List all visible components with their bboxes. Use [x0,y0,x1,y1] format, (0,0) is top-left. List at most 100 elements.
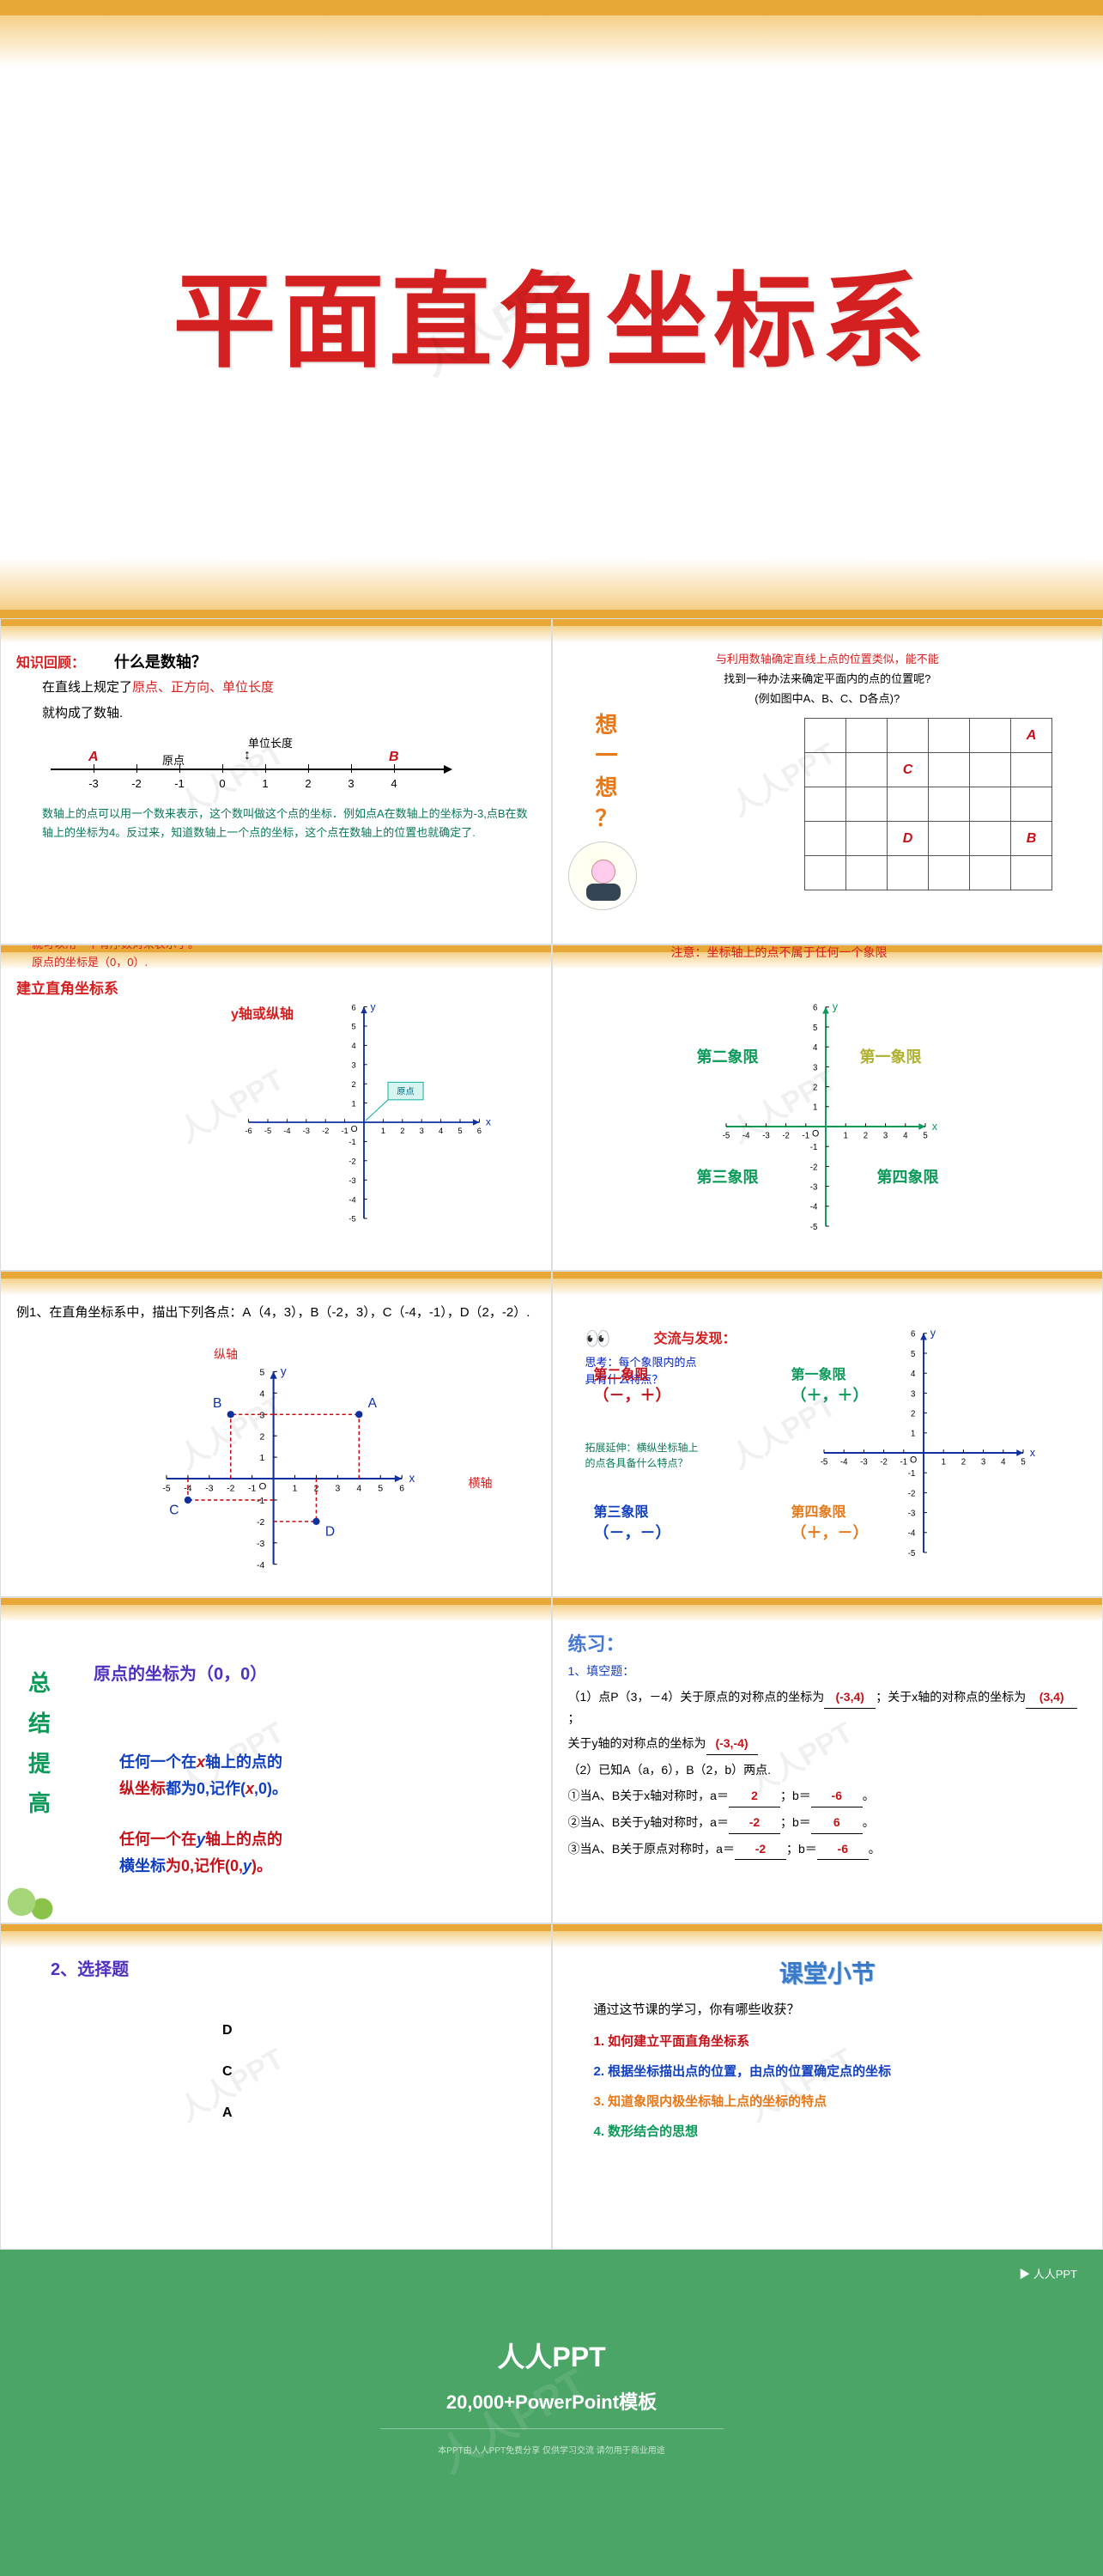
svg-text:-2: -2 [227,1485,234,1494]
svg-text:-5: -5 [809,1223,817,1232]
svg-text:1: 1 [381,1127,385,1135]
svg-text:4: 4 [911,1370,916,1379]
svg-text:3: 3 [981,1458,985,1467]
summary-item-3: 3. 知道象限内极坐标轴上点的坐标的特点 [594,2092,1088,2110]
svg-text:2: 2 [863,1132,867,1141]
svg-text:O: O [351,1125,358,1134]
svg-text:5: 5 [458,1127,462,1135]
svg-text:-5: -5 [162,1485,170,1494]
svg-text:-4: -4 [742,1132,749,1141]
number-line: 单位长度 ↕ 原点 A B -3-2-101234 [51,734,463,794]
svg-text:x: x [931,1121,937,1133]
coord-plot-example: xyO-5-4-3-2-1123456-4-3-2-112345ABCD [102,1363,463,1595]
footer-logo: ▶ 人人PPT [1019,2265,1077,2281]
svg-text:3: 3 [911,1389,915,1399]
svg-text:1: 1 [293,1485,298,1494]
svg-text:4: 4 [259,1389,264,1399]
svg-text:x: x [486,1116,491,1128]
svg-text:O: O [910,1455,917,1466]
svg-text:-4: -4 [809,1203,817,1212]
svg-text:x: x [409,1472,415,1485]
svg-text:-4: -4 [348,1195,355,1204]
coord-system-1: xyO-6-5-4-3-2-1123456-5-4-3-2-1123456原点 [214,1002,514,1242]
svg-text:-3: -3 [348,1176,355,1185]
svg-text:-5: -5 [821,1458,828,1467]
svg-text:-2: -2 [257,1518,264,1528]
svg-text:B: B [213,1396,221,1411]
svg-text:-2: -2 [348,1157,355,1166]
svg-text:5: 5 [351,1023,355,1031]
svg-text:5: 5 [378,1485,383,1494]
svg-text:5: 5 [1021,1458,1025,1467]
flower-decoration-icon [1,1854,70,1923]
svg-text:6: 6 [911,1330,915,1340]
svg-text:1: 1 [812,1103,816,1113]
svg-text:4: 4 [812,1043,817,1053]
think-label: 想一想？ [568,709,645,835]
svg-text:-3: -3 [205,1485,213,1494]
svg-text:-1: -1 [348,1138,355,1146]
svg-text:2: 2 [351,1080,355,1089]
svg-text:A: A [368,1396,378,1411]
svg-text:6: 6 [399,1485,404,1494]
svg-text:-2: -2 [809,1163,817,1172]
svg-text:2: 2 [259,1432,264,1442]
svg-text:-3: -3 [303,1127,310,1135]
svg-text:4: 4 [1001,1458,1006,1467]
svg-text:4: 4 [439,1127,443,1135]
svg-text:6: 6 [351,1003,355,1012]
svg-text:-2: -2 [908,1489,916,1498]
slide-choice: 人人PPT 2、选择题 D C A [0,1923,552,2250]
svg-text:O: O [812,1129,819,1139]
svg-text:1: 1 [843,1132,847,1141]
svg-text:y: y [370,1002,376,1012]
svg-text:-1: -1 [908,1469,916,1479]
problem-grid: ACDB [804,718,1052,890]
svg-text:-2: -2 [782,1132,790,1141]
review-question: 什么是数轴？ [114,653,207,671]
svg-text:-1: -1 [248,1485,256,1494]
svg-text:-4: -4 [257,1561,264,1571]
svg-text:2: 2 [961,1458,966,1467]
svg-text:5: 5 [923,1132,927,1141]
svg-text:-1: -1 [802,1132,809,1141]
svg-text:y: y [281,1365,287,1378]
build-title: 建立直角坐标系 [16,981,118,997]
svg-text:-4: -4 [908,1529,916,1539]
slide-quadrants: 人人PPT xyO-5-4-3-2-112345-5-4-3-2-1123456… [552,945,1103,1271]
svg-text:y: y [930,1328,936,1340]
svg-text:6: 6 [477,1127,482,1135]
svg-text:-5: -5 [264,1127,271,1135]
slide-build-coord: 人人PPT 建立直角坐标系 y轴或纵轴 xyO-6-5-4-3-2-112345… [0,945,552,1271]
eyes-icon: 👀 [585,1327,611,1352]
svg-text:C: C [169,1504,179,1518]
thinking-person-icon [568,841,637,910]
review-note: 数轴上的点可以用一个数来表示，这个数叫做这个点的坐标．例如点A在数轴上的坐标为-… [42,805,536,842]
svg-text:1: 1 [911,1430,915,1439]
slide-example1: 人人PPT 例1、在直角坐标系中，描出下列各点：A（4，3），B（-2，3），C… [0,1271,552,1597]
svg-text:-3: -3 [860,1458,868,1467]
summary-item-1: 1. 如何建立平面直角坐标系 [594,2032,1088,2050]
slide-think: 人人PPT 与利用数轴确定直线上点的位置类似，能不能 找到一种办法来确定平面内的… [552,618,1103,945]
slide-summary: 人人PPT 总结提高 原点的坐标为（0，0） 任何一个在x轴上的点的 纵坐标都为… [0,1597,552,1923]
svg-text:-6: -6 [245,1127,252,1135]
svg-text:-5: -5 [908,1549,916,1558]
svg-text:2: 2 [812,1083,816,1092]
svg-text:-1: -1 [341,1127,348,1135]
svg-text:2: 2 [400,1127,404,1135]
svg-text:4: 4 [356,1485,361,1494]
svg-text:3: 3 [351,1061,355,1070]
svg-text:1: 1 [942,1458,946,1467]
summary-side-label: 总结提高 [28,1663,51,1824]
svg-text:3: 3 [259,1411,264,1420]
title-slide: 人人PPT 平面直角坐标系 [0,0,1103,618]
svg-text:4: 4 [351,1042,355,1050]
svg-text:-1: -1 [809,1143,817,1152]
svg-text:1: 1 [351,1099,355,1108]
slide-knowledge-review: 人人PPT 知识回顾： 什么是数轴？ 在直线上规定了原点、正方向、单位长度 就构… [0,618,552,945]
main-title: 平面直角坐标系 [173,238,930,387]
svg-text:D: D [325,1524,335,1539]
svg-text:原点: 原点 [397,1086,415,1097]
svg-text:-1: -1 [900,1458,908,1467]
svg-text:-4: -4 [840,1458,848,1467]
